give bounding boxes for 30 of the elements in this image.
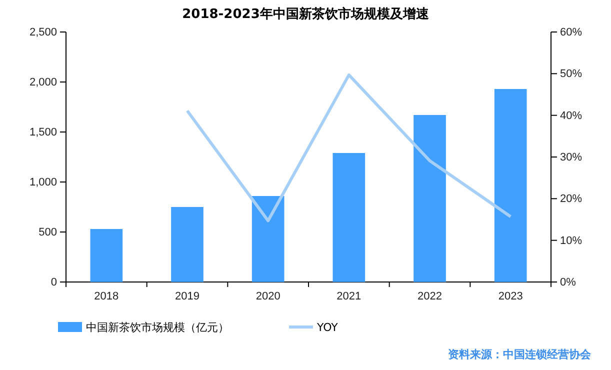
bar [90, 229, 123, 282]
x-tick-label: 2023 [498, 290, 523, 302]
text: 资料来源：中国连锁经营协会 [448, 348, 592, 361]
x-tick-label: 2019 [175, 290, 200, 302]
y-tick-label: 1,500 [29, 126, 57, 139]
x-tick-label: 2021 [336, 290, 362, 302]
bar [414, 115, 446, 282]
y-tick-label: 500 [38, 226, 57, 239]
y2-tick-label: 60% [560, 26, 582, 39]
y2-tick-label: 0% [560, 276, 576, 289]
y2-tick-label: 50% [560, 68, 582, 80]
y-tick-label: 2,000 [29, 76, 57, 89]
legend-label: 中国新茶饮市场规模（亿元） [86, 321, 229, 334]
y2-tick-label: 10% [560, 234, 582, 247]
line-series [186, 73, 512, 222]
y2-tick-label: 30% [560, 152, 582, 164]
y-tick-label: 2,500 [29, 26, 57, 39]
bar [171, 207, 204, 282]
bar [494, 89, 527, 282]
y2-tick-label: 40% [560, 110, 582, 122]
bar [252, 196, 284, 282]
x-tick-label: 2022 [418, 290, 442, 302]
chart-title: 2018-2023年中国新茶饮市场规模及增速 [182, 6, 430, 22]
y2-tick-label: 20% [560, 193, 582, 206]
y-tick-label: 1,000 [29, 176, 57, 189]
bar [332, 153, 366, 282]
y-tick-label: 0 [50, 276, 57, 289]
x-tick-label: 2018 [94, 290, 119, 302]
x-tick-label: 2020 [256, 290, 280, 302]
legend-label: YOY [316, 321, 338, 334]
